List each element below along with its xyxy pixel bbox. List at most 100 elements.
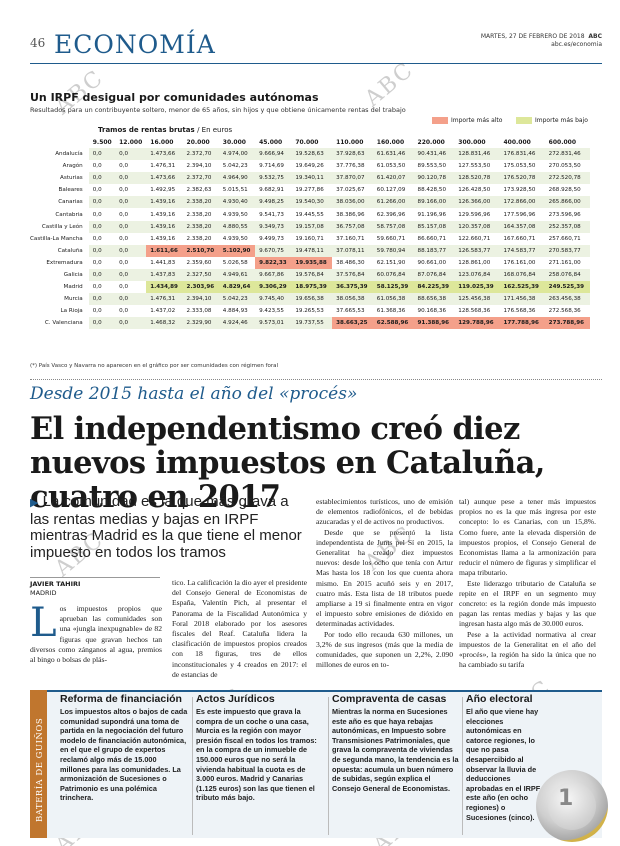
site-url[interactable]: abc.es/economia (551, 41, 602, 48)
table-cell: 1.473,66 (146, 172, 183, 185)
row-region-label: Aragón (62, 163, 83, 170)
row-region-label: Cantabria (55, 211, 83, 218)
table-cell: 249.525,39 (544, 281, 590, 294)
table-cell: 126.366,00 (454, 196, 500, 209)
table-cell: 0,0 (115, 268, 147, 282)
table-cell: 126.583,77 (454, 244, 500, 257)
table-cell: 9.667,86 (255, 268, 292, 282)
table-cell: 0,0 (88, 256, 116, 269)
table-cell: 90.661,00 (413, 256, 455, 269)
table-cell: 38.486,30 (332, 256, 373, 269)
date: MARTES, 27 DE FEBRERO DE 2018 (480, 33, 585, 40)
table-cell: 9.682,91 (255, 184, 292, 197)
place: MADRID (30, 589, 57, 597)
column-header: 300.000 (458, 139, 486, 146)
table-cell: 61.266,00 (372, 196, 414, 209)
table-cell: 1.492,95 (146, 184, 183, 197)
column-header: 70.000 (295, 139, 319, 146)
sidebar-item-text: Los impuestos altos o bajos de cada comu… (60, 707, 188, 803)
table-cell: 5.026,58 (218, 256, 256, 269)
table-cell: 1.437,02 (146, 305, 183, 318)
column-header: 600.000 (548, 139, 576, 146)
table-row: Baleares 0,0 0,0 1.492,95 2.382,63 5.015,51 9.… (30, 184, 590, 197)
table-cell: 36.375,39 (332, 281, 373, 294)
table-cell: 176.520,78 (499, 172, 545, 185)
row-region-label: Baleares (58, 187, 83, 194)
table-cell: 60.076,84 (372, 268, 414, 282)
table-cell: 263.456,38 (544, 293, 590, 306)
table-cell: 0,0 (88, 317, 116, 330)
table-cell: 5.102,90 (218, 244, 256, 257)
table-cell: 19.160,71 (291, 232, 333, 245)
table-row: Cantabria 0,0 0,0 1.439,16 2.338,20 4.939,50 9… (30, 208, 590, 221)
table-cell: 252.357,08 (544, 220, 590, 233)
table-cell: 120.357,08 (454, 220, 500, 233)
table-cell: 127.553,50 (454, 160, 500, 173)
row-region-label: Extremadura (46, 259, 83, 266)
table-cell: 273.596,96 (544, 208, 590, 221)
table-cell: 2.338,20 (182, 208, 219, 221)
row-region-label: C. Valenciana (44, 320, 83, 327)
col4-para-1: tal) aunque pese a tener más impuestos p… (459, 497, 596, 578)
table-cell: 122.660,71 (454, 232, 500, 245)
table-cell: 1.476,31 (146, 293, 183, 306)
table-cell: 19.576,84 (291, 268, 333, 282)
subhead-text: La comunidad es la que más grava a las r… (30, 493, 302, 561)
section-title: ECONOMÍA (54, 30, 216, 59)
table-cell: 19.737,55 (291, 317, 333, 330)
table-cell: 257.660,71 (544, 232, 590, 245)
table-cell: 38.386,96 (332, 208, 373, 221)
table-cell: 59.660,71 (372, 232, 414, 245)
table-cell: 2.394,10 (182, 160, 219, 173)
table-cell: 19.540,30 (291, 196, 333, 209)
table-cell: 271.161,00 (544, 256, 590, 269)
sidebar-item: Año electoral El año que viene hay elecc… (466, 693, 546, 822)
legend-low-swatch (516, 117, 532, 124)
table-cell: 19.649,26 (291, 160, 333, 173)
table-cell: 2.359,60 (182, 256, 219, 269)
chart-footnote: (*) País Vasco y Navarra no aparecen en … (30, 363, 279, 369)
article-column-4: tal) aunque pese a tener más impuestos p… (459, 497, 596, 670)
table-cell: 9.670,75 (255, 244, 292, 257)
row-region-label: Asturias (60, 175, 83, 182)
table-cell: 18.975,39 (291, 281, 333, 294)
table-cell: 62.588,96 (372, 317, 414, 330)
table-cell: 62.151,90 (372, 256, 414, 269)
table-cell: 4.974,00 (218, 148, 256, 161)
legend-low-label: Importe más bajo (535, 117, 588, 124)
tramos-label: Tramos de rentas brutas / En euros (98, 126, 232, 134)
table-cell: 2.372,70 (182, 172, 219, 185)
table-cell: 5.042,23 (218, 293, 256, 306)
sidebar-item-text: Mientras la norma en Sucesiones este año… (332, 707, 459, 793)
legend-high-swatch (432, 117, 448, 124)
table-cell: 171.456,38 (499, 293, 545, 306)
header-region-blank (30, 137, 89, 148)
table-cell: 2.333,08 (182, 305, 219, 318)
column-header: 110.000 (336, 139, 364, 146)
table-cell: 19.478,11 (291, 244, 333, 257)
irpf-table: 9.500 12.000 16.000 20.000 30.000 45.000 70.00… (30, 137, 590, 330)
table-cell: 0,0 (88, 293, 116, 306)
table-cell: 2.510,70 (182, 244, 219, 257)
table-row: Canarias 0,0 0,0 1.439,16 2.338,20 4.930,40 9.… (30, 196, 590, 209)
table-cell: 273.788,96 (544, 317, 590, 330)
table-cell: 1.473,66 (146, 148, 183, 161)
sidebar-item: Compraventa de casas Mientras la norma e… (332, 693, 460, 793)
row-region-label: Galicia (63, 271, 83, 278)
table-cell: 19.157,08 (291, 220, 333, 233)
table-cell: 270.583,77 (544, 244, 590, 257)
col3-para-3: Por todo ello recauda 630 millones, un 3… (316, 629, 453, 670)
table-cell: 88.183,77 (413, 244, 455, 257)
table-row: Madrid 0,0 0,0 1.434,89 2.303,96 4.829,64 9.30… (30, 281, 590, 294)
column-header: 16.000 (150, 139, 174, 146)
table-cell: 88.656,38 (413, 293, 455, 306)
table-cell: 4.829,64 (218, 281, 256, 294)
chart-title: Un IRPF desigual por comunidades autónom… (30, 91, 319, 104)
table-header-row: 9.500 12.000 16.000 20.000 30.000 45.000 70.00… (30, 137, 590, 148)
table-cell: 0,0 (115, 196, 147, 209)
table-cell: 4.964,90 (218, 172, 256, 185)
table-cell: 9.499,73 (255, 232, 292, 245)
table-cell: 90.120,78 (413, 172, 455, 185)
table-cell: 61.368,36 (372, 305, 414, 318)
table-cell: 59.780,94 (372, 244, 414, 257)
